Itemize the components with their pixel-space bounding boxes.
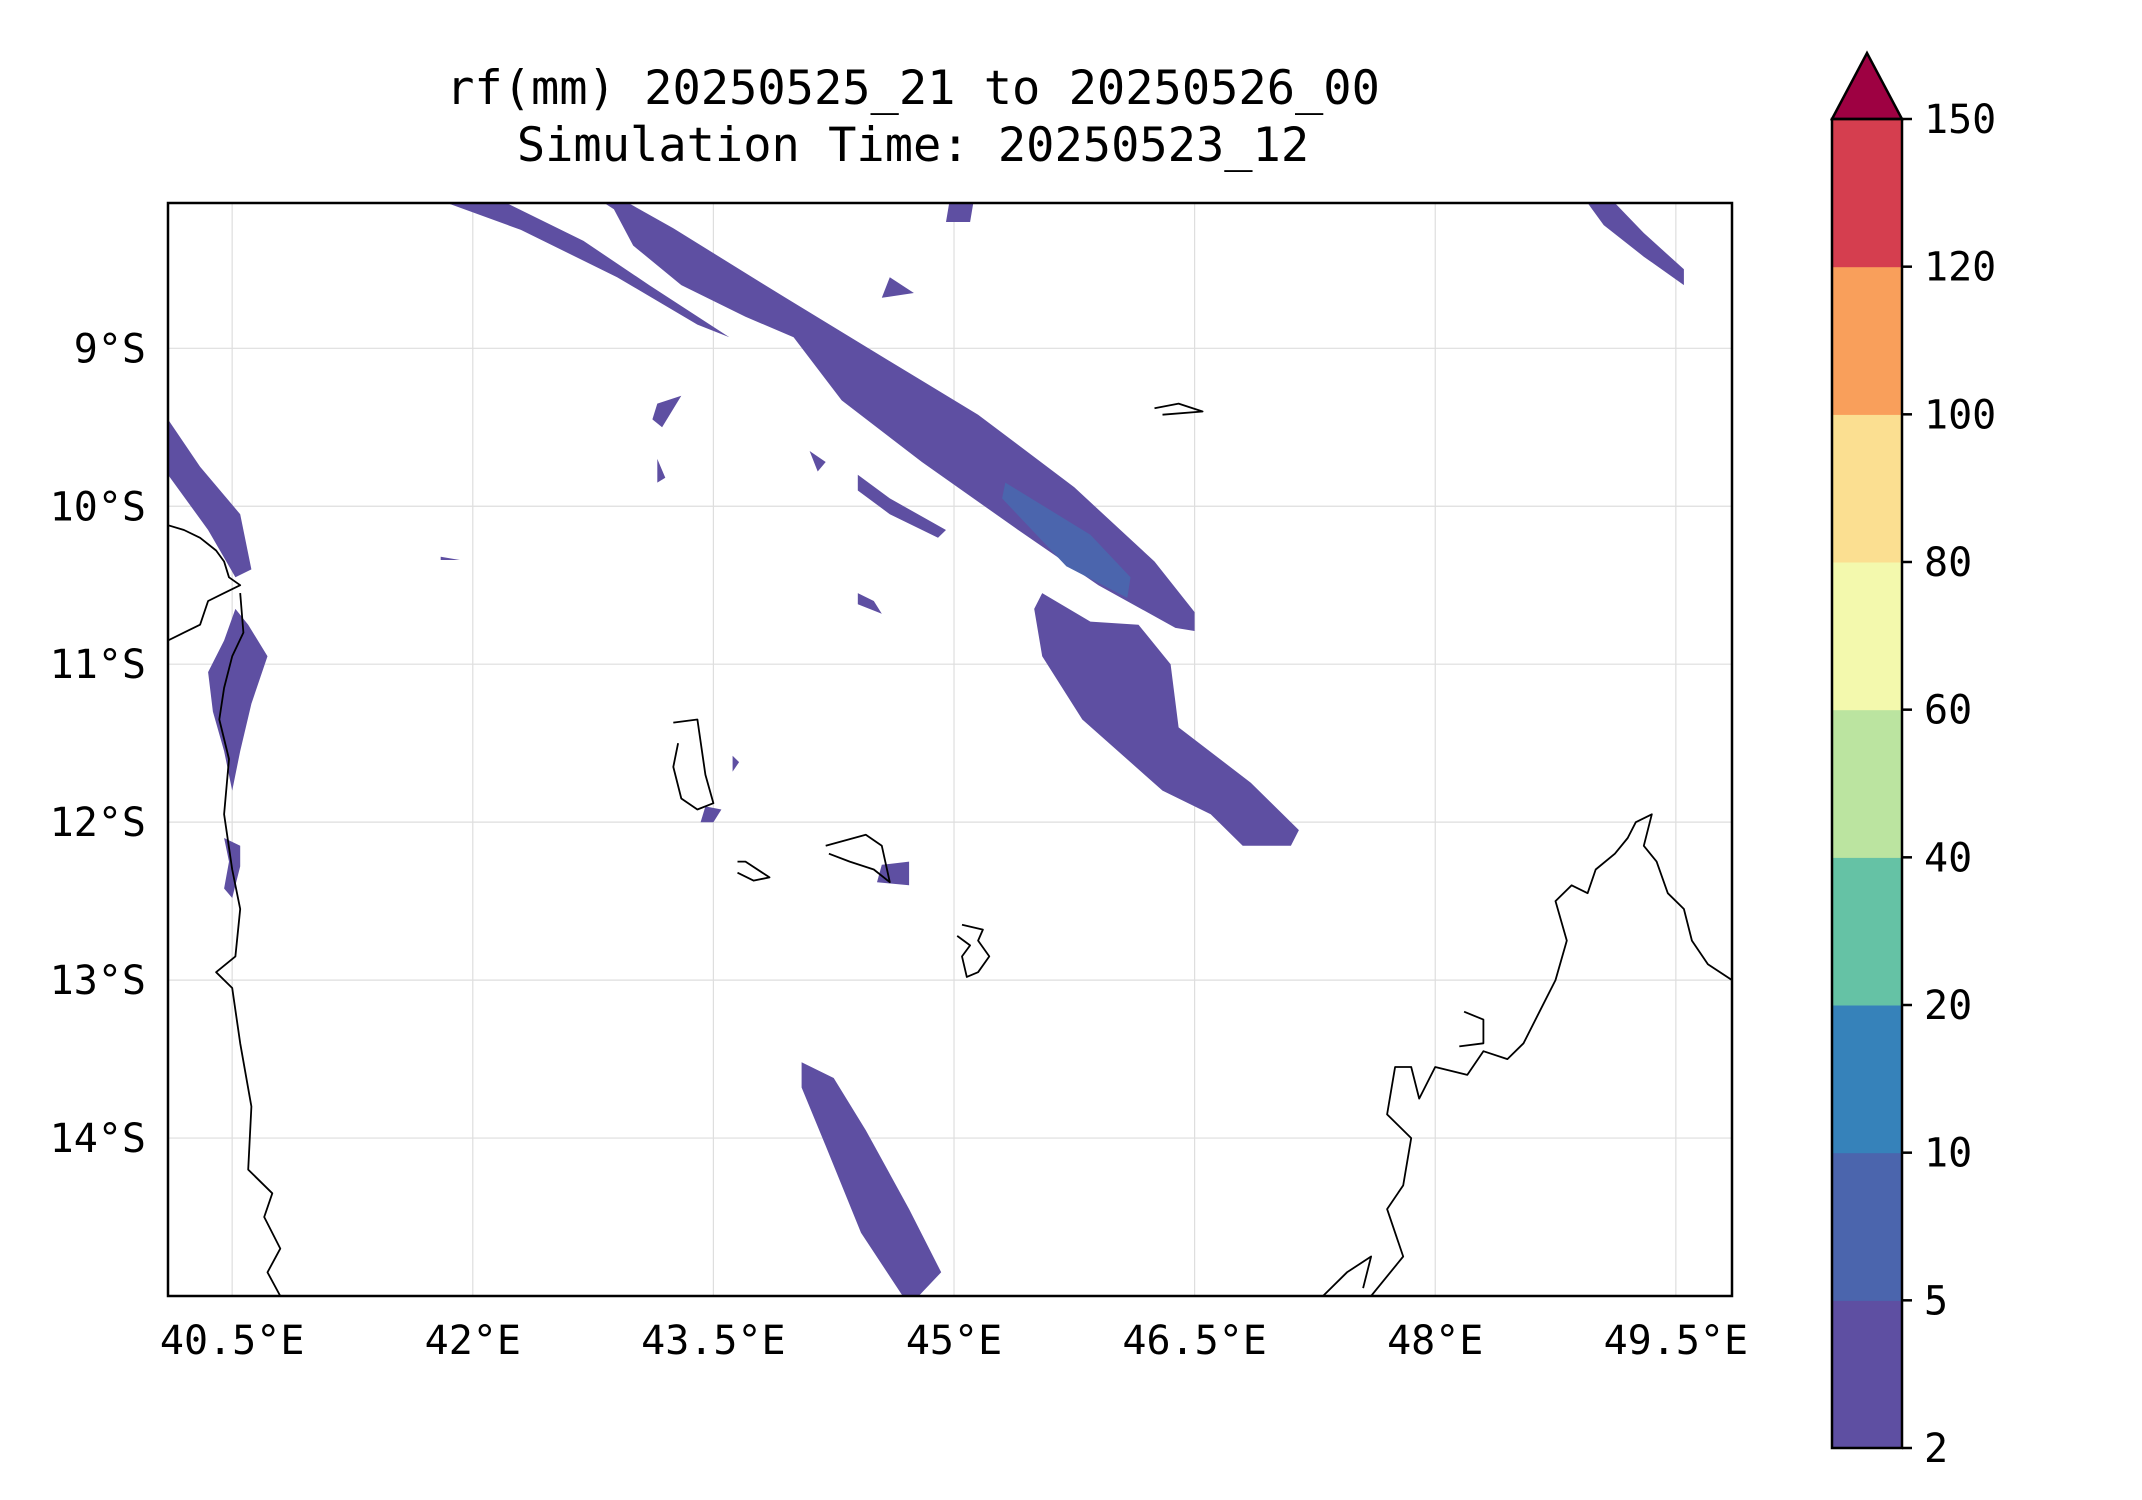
rain-region-nw-band: [447, 203, 730, 338]
coastline-madagascar: [1370, 813, 1732, 1296]
coastline-moheli: [737, 860, 771, 882]
colorbar-frame: [1830, 117, 1904, 1450]
coastline-anjouan: [825, 833, 891, 884]
rain-region-blob-h: [732, 755, 740, 772]
gridlines: [168, 203, 1732, 1296]
rain-region-blob-e: [440, 556, 460, 560]
lon-tick-label: 40.5°E: [160, 1318, 305, 1364]
rain-region-main-band-core: [1002, 482, 1131, 598]
rain-region-south-strip: [801, 1062, 942, 1296]
colorbar-tick-label: 20: [1924, 983, 1972, 1029]
colorbar-tick-label: 2: [1924, 1426, 1948, 1472]
rainfall-contours: [168, 203, 1684, 1296]
map-frame: [166, 201, 1734, 1298]
colorbar-tick-label: 80: [1924, 540, 1972, 586]
coastline-mayotte: [956, 923, 991, 978]
colorbar-segment: [1832, 266, 1902, 415]
lon-tick-label: 46.5°E: [1122, 1318, 1267, 1364]
lat-tick-label: 13°S: [50, 958, 146, 1004]
colorbar-tick-label: 120: [1924, 245, 1996, 291]
rain-region-north-blob-1: [946, 203, 974, 222]
coastline-grande-comore: [672, 718, 715, 811]
colorbar-segment: [1832, 562, 1902, 711]
lon-tick-label: 42°E: [425, 1318, 521, 1364]
figure-title-line1: rf(mm) 20250525_21 to 20250526_00: [446, 61, 1380, 116]
lon-tick-label: 45°E: [906, 1318, 1002, 1364]
colorbar-tick-label: 5: [1924, 1278, 1948, 1324]
coastline-africa-coast-north: [168, 524, 242, 642]
rain-region-coast-strip-upper: [168, 419, 252, 578]
colorbar-tick-label: 10: [1924, 1131, 1972, 1177]
colorbar-tick-label: 60: [1924, 688, 1972, 734]
colorbar-segment: [1832, 1005, 1902, 1154]
rain-region-blob-f: [700, 806, 722, 823]
rain-region-east-streak: [1587, 203, 1684, 286]
figure-title-line2: Simulation Time: 20250523_12: [517, 118, 1309, 173]
coastline-glorieuses: [1154, 402, 1204, 416]
lat-tick-label: 10°S: [50, 484, 146, 530]
latitude-axis: 9°S 10°S 11°S 12°S 13°S 14°S: [50, 326, 146, 1162]
coastline-madagascar-sw: [1322, 1255, 1372, 1296]
colorbar-segment: [1832, 857, 1902, 1006]
coastline-nosy-be: [1459, 1010, 1485, 1048]
rain-region-blob-d: [857, 593, 882, 614]
lon-tick-label: 43.5°E: [641, 1318, 786, 1364]
colorbar: 2 5 10 20 40 60 80 100 120 150: [1829, 50, 1996, 1472]
colorbar-segment: [1832, 119, 1902, 268]
colorbar-tick-label: 150: [1924, 97, 1996, 143]
colorbar-segment: [1832, 414, 1902, 563]
lat-tick-label: 9°S: [74, 326, 146, 372]
rain-region-south-band: [1034, 593, 1299, 846]
rain-region-blob-a: [652, 395, 682, 428]
lon-tick-label: 49.5°E: [1604, 1318, 1749, 1364]
colorbar-tick-label: 100: [1924, 392, 1996, 438]
rain-region-coast-strip-mid: [208, 608, 268, 791]
rain-region-blob-c: [809, 451, 826, 472]
lat-tick-label: 12°S: [50, 800, 146, 846]
colorbar-extend-arrow: [1829, 50, 1905, 121]
rain-region-streak-mid: [857, 474, 946, 538]
lon-tick-label: 48°E: [1387, 1318, 1483, 1364]
rain-region-blob-g: [877, 861, 910, 886]
longitude-axis: 40.5°E 42°E 43.5°E 45°E 46.5°E 48°E 49.5°E: [160, 1318, 1748, 1364]
colorbar-segment: [1832, 709, 1902, 858]
map-panel: 40.5°E 42°E 43.5°E 45°E 46.5°E 48°E 49.5°E 9°S…: [50, 201, 1748, 1364]
rain-region-blob-b: [657, 458, 666, 483]
lat-tick-label: 11°S: [50, 642, 146, 688]
colorbar-tick-label: 40: [1924, 835, 1972, 881]
colorbar-segment: [1832, 1300, 1902, 1449]
coastline-africa-coast-south: [215, 593, 282, 1296]
colorbar-segment: [1832, 1152, 1902, 1301]
rain-region-north-blob-2: [881, 277, 914, 298]
lat-tick-label: 14°S: [50, 1116, 146, 1162]
coastlines: [168, 402, 1732, 1296]
